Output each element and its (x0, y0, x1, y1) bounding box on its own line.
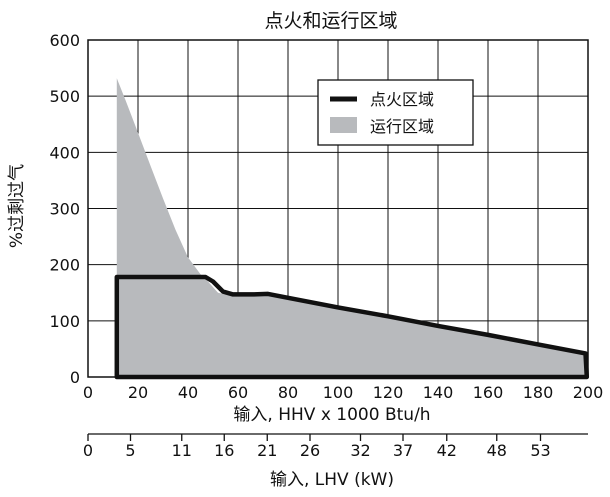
x2-tick-label: 5 (125, 441, 135, 460)
y-ticks: 0 100 200 300 400 500 600 (49, 31, 80, 387)
x-tick-label: 80 (278, 383, 298, 402)
outline-layer (114, 274, 590, 380)
legend-label-operating: 运行区域 (370, 117, 434, 136)
x-tick-label: 60 (228, 383, 248, 402)
legend: 点火区域 运行区域 (317, 79, 474, 146)
y-tick-label: 200 (49, 256, 80, 275)
plot-frame (87, 39, 589, 378)
x2-tick-label: 48 (487, 441, 507, 460)
x2-tick-label: 16 (214, 441, 234, 460)
area-layer (116, 78, 587, 377)
y-tick-label: 100 (49, 312, 80, 331)
x2-tick-label: 32 (350, 441, 370, 460)
y-axis-label: %过剩过气 (7, 164, 27, 248)
chart-title: 点火和运行区域 (264, 10, 397, 32)
x-tick-label: 20 (128, 383, 148, 402)
x2-tick-label: 53 (530, 441, 550, 460)
series-operating-area (116, 78, 587, 377)
x2-axis-label: 输入, LHV (kW) (270, 470, 394, 490)
x-tick-label: 160 (473, 383, 504, 402)
legend-box (317, 79, 474, 146)
series-ignition-outline (114, 274, 590, 380)
y-tick-label: 300 (49, 200, 80, 219)
x-tick-label: 120 (373, 383, 404, 402)
x-ticks: 0 20 40 60 80 100 120 140 160 180 200 (83, 383, 603, 402)
x-tick-label: 40 (178, 383, 198, 402)
x-tick-label: 0 (83, 383, 93, 402)
x2-tick-label: 21 (257, 441, 277, 460)
x2-tick-label: 42 (437, 441, 457, 460)
x2-axis: 0 5 11 16 21 26 32 37 42 48 53 (83, 433, 588, 460)
x2-tick-label: 11 (172, 441, 192, 460)
legend-swatch-operating (330, 117, 357, 133)
x2-tick-label: 37 (393, 441, 413, 460)
y-tick-label: 0 (70, 368, 80, 387)
x-tick-label: 140 (423, 383, 454, 402)
x-tick-label: 100 (323, 383, 354, 402)
y-tick-label: 600 (49, 31, 80, 50)
x-axis-label: 输入, HHV x 1000 Btu/h (233, 405, 430, 425)
x2-tick-label: 26 (300, 441, 320, 460)
x-tick-label: 180 (523, 383, 554, 402)
x2-tick-label: 0 (83, 441, 93, 460)
y-tick-label: 400 (49, 143, 80, 162)
y-tick-label: 500 (49, 87, 80, 106)
x-tick-label: 200 (573, 383, 604, 402)
legend-label-ignition: 点火区域 (370, 90, 434, 109)
